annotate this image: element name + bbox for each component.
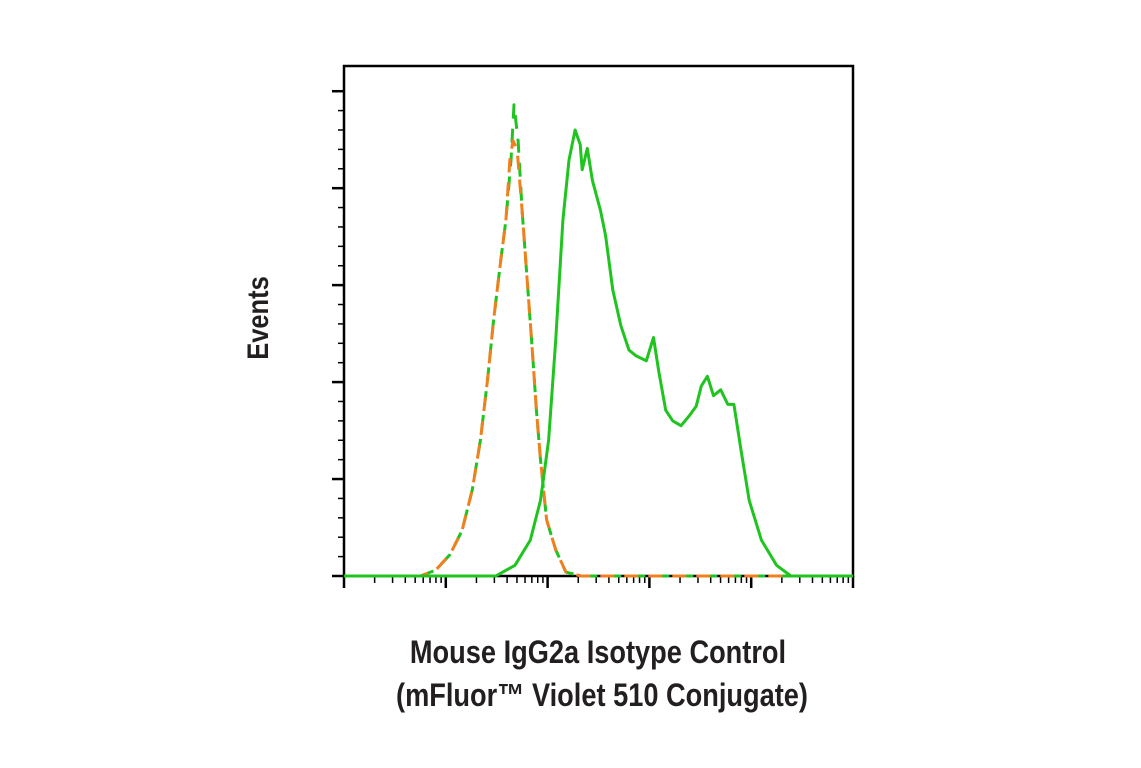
isotype-control-green-dashed-line [419, 103, 853, 578]
stained-sample-green-solid-line [344, 128, 853, 578]
series-group [344, 103, 853, 578]
x-axis-label-line-2: (mFluor™ Violet 510 Conjugate) [396, 678, 808, 714]
y-axis-label: Events [241, 276, 274, 360]
plot-frame [342, 64, 855, 578]
isotype-control-orange-dashed-line [419, 139, 853, 578]
x-axis-label-line-1: Mouse IgG2a Isotype Control [410, 635, 786, 671]
axis-ticks [332, 89, 855, 588]
